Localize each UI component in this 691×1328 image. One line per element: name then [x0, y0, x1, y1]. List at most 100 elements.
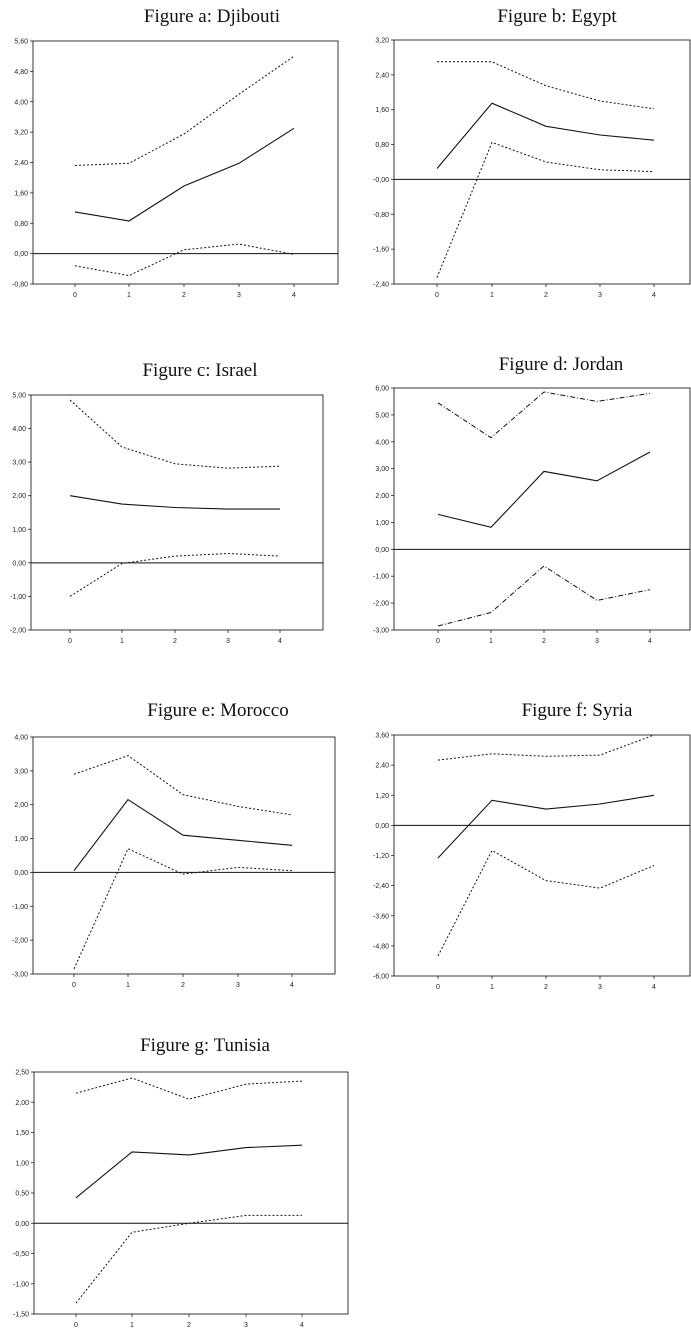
y-tick-label: 1,20 [375, 793, 389, 800]
lower-band-line [75, 1214, 302, 1304]
y-tick-label: 2,00 [15, 1100, 29, 1107]
x-tick-label: 1 [490, 292, 494, 299]
upper-band-line [74, 55, 295, 166]
y-tick-label: 0,00 [375, 823, 389, 830]
y-tick-label: 2,40 [375, 763, 389, 770]
x-tick-label: 2 [544, 984, 548, 991]
lower-band-line [73, 848, 293, 970]
y-tick-label: 2,00 [12, 493, 26, 500]
chart-title: Figure d: Jordan [499, 354, 624, 375]
y-tick-label: 0,80 [14, 221, 28, 228]
y-tick-label: 5,00 [375, 412, 389, 419]
y-tick-label: 1,00 [375, 520, 389, 527]
chart-panel-e: Figure e: Morocco 4,00 3,00 2,00 1,00 0,00 -1,… [12, 700, 336, 989]
y-tick-label: 4,00 [14, 735, 28, 742]
y-tick-label: 1,50 [15, 1130, 29, 1137]
x-tick-label: 4 [648, 638, 652, 645]
y-tick-label: 1,60 [14, 190, 28, 197]
y-tick-label: 3,20 [14, 130, 28, 137]
chart-title: Figure c: Israel [142, 360, 257, 381]
y-tick-label: 6,00 [375, 386, 389, 393]
y-tick-label: -1,60 [373, 247, 389, 254]
x-tick-label: 2 [181, 982, 185, 989]
x-tick-label: 1 [130, 1322, 134, 1328]
y-tick-label: 4,80 [14, 69, 28, 76]
x-tick-label: 2 [544, 292, 548, 299]
y-tick-label: 0,00 [15, 1221, 29, 1228]
y-tick-label: 5,00 [12, 393, 26, 400]
y-tick-label: 2,40 [14, 160, 28, 167]
x-tick-label: 4 [278, 638, 282, 645]
response-line [75, 1144, 303, 1199]
chart-panel-c: Figure c: Israel 5,00 4,00 3,00 2,00 1,00 0,00… [10, 360, 324, 645]
x-tick-label: 2 [542, 638, 546, 645]
y-tick-label: -3,00 [12, 972, 28, 979]
chart-panel-a: Figure a: Djibouti 5,60 4,80 4,00 3,20 2,40 1,… [12, 6, 339, 299]
upper-band-line [73, 755, 293, 816]
response-line [437, 451, 651, 528]
y-tick-label: -4,80 [373, 943, 389, 950]
x-tick-label: 3 [236, 982, 240, 989]
x-tick-label: 3 [598, 292, 602, 299]
x-tick-label: 3 [595, 638, 599, 645]
lower-band-line [437, 849, 655, 957]
chart-panel-b: Figure b: Egypt 3,20 2,40 1,60 0,80 -0,00 -0,8… [373, 6, 691, 299]
x-tick-label: 1 [489, 638, 493, 645]
y-tick-label: -0,80 [12, 282, 28, 289]
y-tick-label: 4,00 [375, 439, 389, 446]
x-tick-label: 0 [68, 638, 72, 645]
upper-band-line [69, 399, 281, 469]
chart-panel-d: Figure d: Jordan 6,00 5,00 4,00 3,00 2,00 1,00… [373, 354, 691, 645]
y-tick-label: 4,00 [12, 426, 26, 433]
x-tick-label: 1 [127, 292, 131, 299]
plot-frame [393, 387, 691, 631]
plot-frame [32, 736, 336, 975]
y-tick-label: -3,60 [373, 913, 389, 920]
x-tick-label: 0 [436, 984, 440, 991]
response-line [73, 798, 293, 872]
y-tick-label: -2,00 [12, 938, 28, 945]
y-tick-label: 3,00 [14, 768, 28, 775]
x-tick-label: 3 [244, 1322, 248, 1328]
response-line [69, 495, 280, 510]
y-tick-label: 3,20 [375, 38, 389, 45]
chart-title: Figure f: Syria [522, 700, 633, 721]
plot-frame [393, 734, 691, 977]
y-tick-label: 1,00 [14, 836, 28, 843]
x-tick-label: 0 [73, 292, 77, 299]
x-tick-label: 3 [226, 638, 230, 645]
chart-panel-f: Figure f: Syria 3,60 2,40 1,20 0,00 -1,20 -2,4… [373, 700, 691, 991]
y-tick-label: -1,00 [10, 594, 26, 601]
chart-title: Figure g: Tunisia [140, 1035, 270, 1056]
x-tick-label: 4 [652, 984, 656, 991]
y-tick-label: 2,00 [14, 802, 28, 809]
y-tick-label: 3,00 [12, 460, 26, 467]
y-tick-label: -6,00 [373, 974, 389, 981]
chart-panel-g: Figure g: Tunisia 2,50 2,00 1,50 1,00 0,50 0,0… [13, 1035, 349, 1328]
y-tick-label: 2,50 [15, 1070, 29, 1077]
y-tick-label: 2,00 [375, 493, 389, 500]
upper-band-line [75, 1077, 303, 1100]
x-tick-label: 2 [187, 1322, 191, 1328]
x-tick-label: 0 [74, 1322, 78, 1328]
x-tick-label: 2 [182, 292, 186, 299]
x-tick-label: 4 [652, 292, 656, 299]
y-tick-label: -0,00 [373, 177, 389, 184]
x-tick-label: 0 [436, 638, 440, 645]
y-tick-label: 0,00 [375, 547, 389, 554]
chart-title: Figure e: Morocco [147, 700, 288, 721]
y-tick-label: 1,60 [375, 107, 389, 114]
y-tick-label: 5,60 [14, 39, 28, 46]
x-tick-label: 3 [598, 984, 602, 991]
chart-title: Figure b: Egypt [497, 6, 617, 27]
lower-band-line [436, 141, 655, 278]
y-tick-label: -1,00 [13, 1281, 29, 1288]
upper-band-line [437, 734, 655, 761]
x-tick-label: 3 [237, 292, 241, 299]
lower-band-line [74, 243, 295, 277]
lower-band-line [69, 552, 281, 597]
y-tick-label: -2,40 [373, 883, 389, 890]
chart-title: Figure a: Djibouti [144, 6, 280, 27]
y-tick-label: -1,20 [373, 853, 389, 860]
y-tick-label: 0,00 [14, 870, 28, 877]
